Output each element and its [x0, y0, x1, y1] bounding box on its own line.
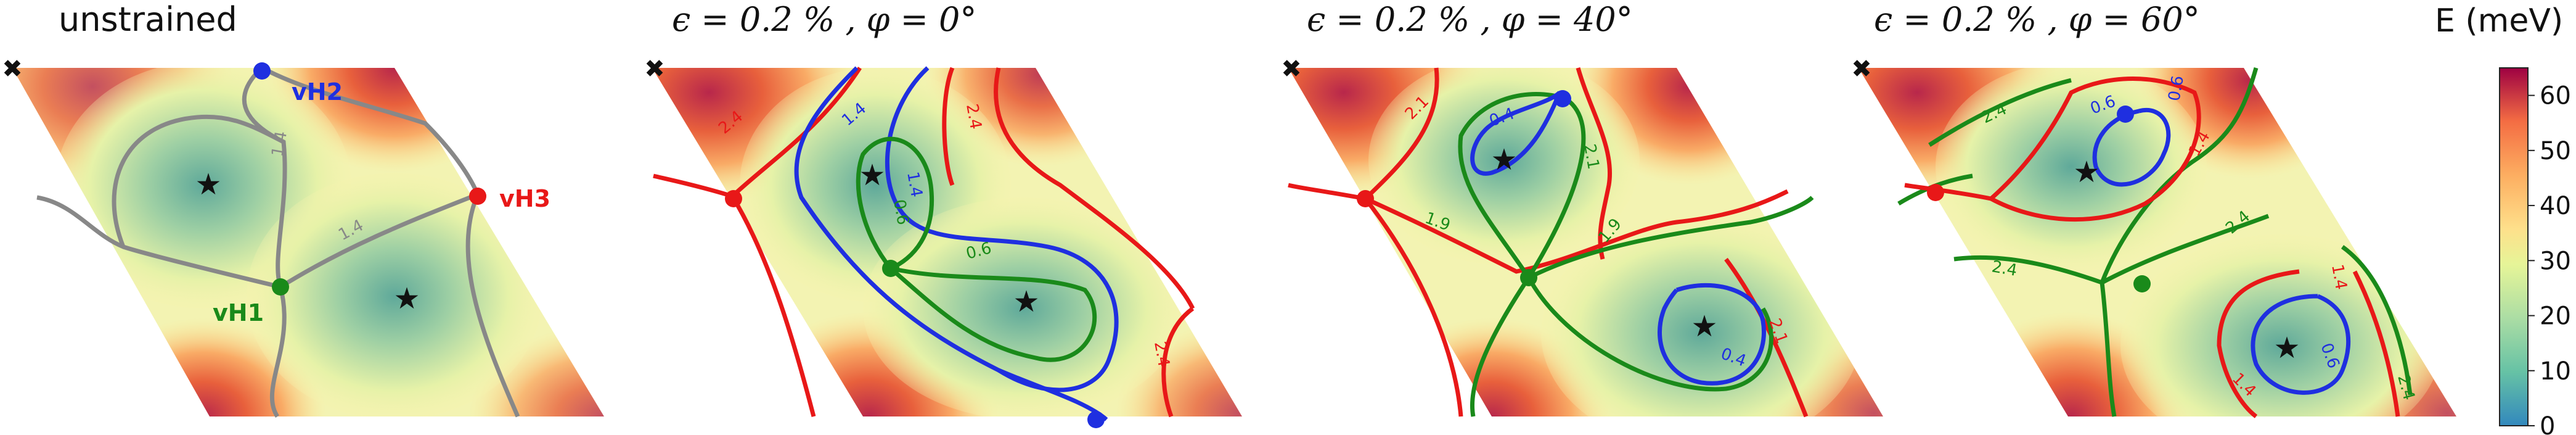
vh3-point — [469, 188, 486, 205]
vh1-point — [2133, 275, 2151, 292]
vh2-point — [1554, 90, 1571, 107]
panel-1-contours — [36, 65, 520, 418]
cross-marker-icon: ✖ — [1281, 55, 1302, 83]
star-icon: ★ — [393, 281, 420, 316]
panel-3-title: ϵ = 0.2 % , φ = 40° — [1307, 0, 1633, 39]
vh1-point — [272, 278, 289, 296]
vh2-point — [1087, 411, 1105, 428]
vh1-point — [1520, 269, 1537, 286]
star-icon: ★ — [1691, 309, 1717, 344]
contour-label: 2.1 — [1580, 143, 1603, 171]
star-icon: ★ — [1490, 143, 1517, 177]
colorbar: 60 50 40 30 20 10 0 — [2499, 67, 2571, 435]
panel-1: 1.4 1.4 ★ ★ ✖ vH2 vH1 vH3 — [2, 55, 604, 418]
vh3-point — [1927, 184, 1944, 201]
panel-4: 2.4 0.6 0.6 1.4 2.4 2.4 1.4 0.6 1.4 2.4 … — [1851, 55, 2456, 418]
contour-label: 0.6 — [2165, 74, 2188, 102]
colorbar-tick-label: 20 — [2540, 302, 2571, 331]
contour-label: 1.4 — [2328, 263, 2350, 291]
star-icon: ★ — [1013, 284, 1039, 319]
panel-2-title: ϵ = 0.2 % , φ = 0° — [672, 0, 977, 39]
panel-3-contours — [1288, 67, 1814, 418]
star-icon: ★ — [195, 167, 221, 202]
vh2-label: vH2 — [292, 78, 343, 106]
panel-4-energy-map — [1858, 68, 2456, 416]
panel-4-title: ϵ = 0.2 % , φ = 60° — [1874, 0, 2200, 39]
colorbar-tick-label: 60 — [2540, 82, 2571, 110]
vh2-point — [2117, 106, 2134, 123]
colorbar-title: E (meV) — [2435, 2, 2564, 39]
colorbar-tick-label: 0 — [2540, 412, 2555, 435]
vh3-point — [725, 190, 742, 207]
cross-marker-icon: ✖ — [1851, 55, 1872, 83]
vh3-label: vH3 — [499, 185, 550, 212]
panel-4-contours — [1897, 67, 2413, 418]
star-icon: ★ — [2073, 155, 2100, 189]
colorbar-gradient — [2499, 67, 2529, 426]
panel-1-energy-map — [12, 68, 604, 416]
vh2-point — [253, 62, 271, 80]
colorbar-tick-label: 50 — [2540, 137, 2571, 165]
vh1-point — [882, 260, 899, 277]
contour-label: 1.4 — [268, 130, 291, 158]
star-icon: ★ — [859, 158, 885, 193]
panel-2-energy-map — [652, 68, 1242, 416]
cross-marker-icon: ✖ — [644, 55, 665, 83]
contour-label: 2.4 — [1990, 257, 2019, 280]
contour-label: 2.4 — [1150, 340, 1173, 368]
colorbar-ticks: 60 50 40 30 20 10 0 — [2528, 82, 2571, 435]
panel-1-title: unstrained — [59, 0, 237, 39]
colorbar-tick-label: 40 — [2540, 192, 2571, 220]
contour-label: 1.4 — [903, 170, 926, 199]
vh3-point — [1357, 190, 1374, 207]
colorbar-tick-label: 10 — [2540, 357, 2571, 386]
vh1-label: vH1 — [213, 299, 264, 326]
colorbar-tick-label: 30 — [2540, 247, 2571, 275]
contour-label: 0.6 — [889, 198, 912, 226]
cross-marker-icon: ✖ — [2, 55, 23, 83]
contour-label: 2.4 — [962, 102, 985, 131]
panel-2: 2.4 1.4 2.4 1.4 0.6 0.6 2.4 ★ ★ ✖ — [644, 55, 1242, 428]
panel-2-contours — [653, 66, 1195, 421]
star-icon: ★ — [2273, 331, 2300, 365]
